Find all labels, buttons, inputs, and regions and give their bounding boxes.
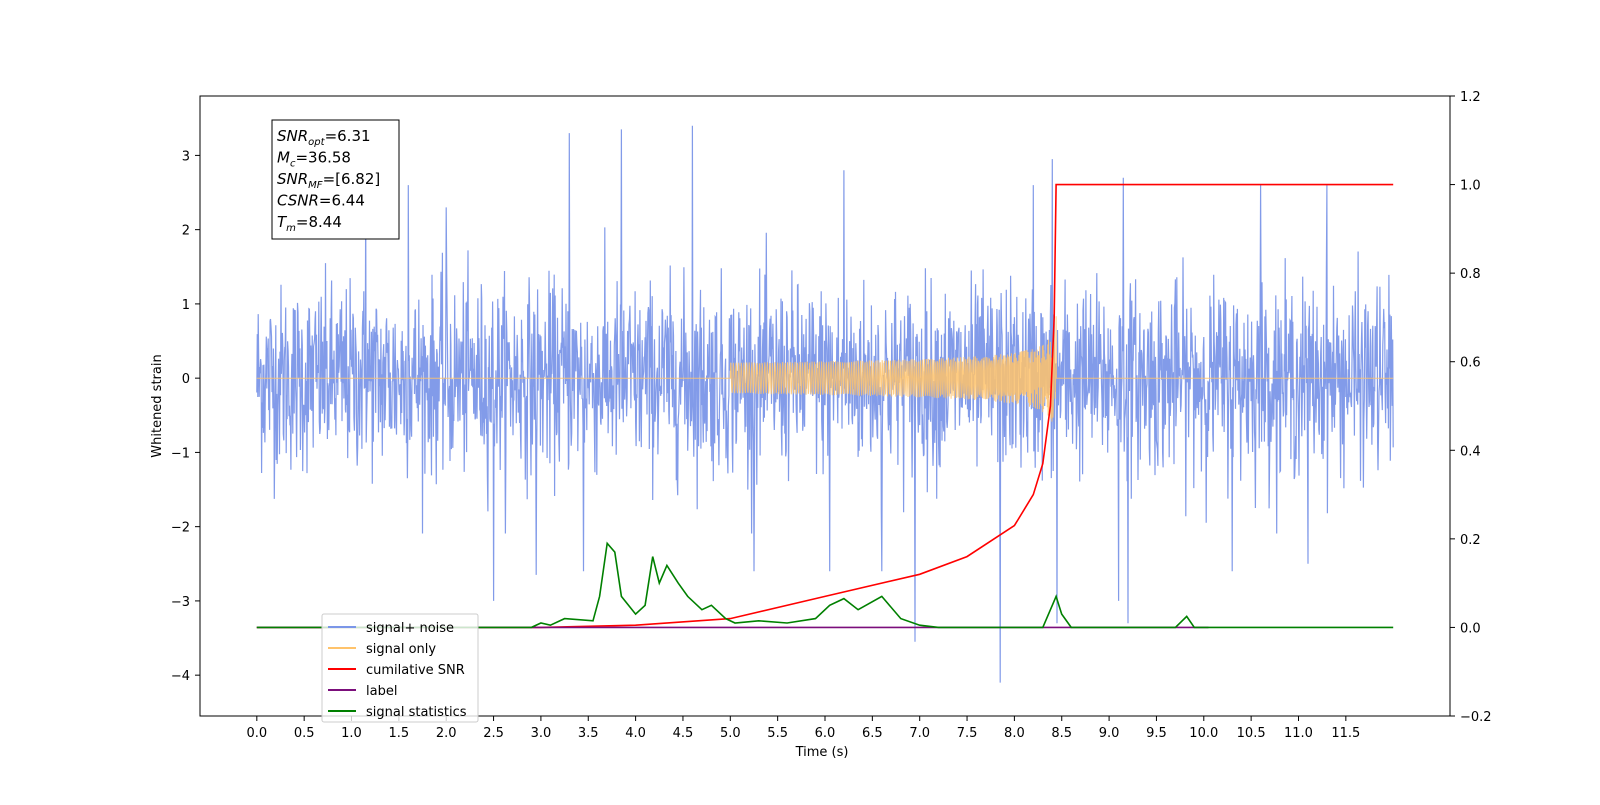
- y2-tick-label: 0.8: [1460, 267, 1481, 282]
- x-tick-label: 11.0: [1284, 726, 1313, 741]
- y-tick-label: 0: [182, 372, 190, 387]
- x-tick-label: 8.0: [1004, 726, 1025, 741]
- x-tick-label: 5.0: [720, 726, 741, 741]
- stats-box: SNRopt=6.31Mc=36.58SNRMF=[6.82]CSNR=6.44…: [271, 119, 400, 240]
- series-signal-statistics-line: [256, 541, 1394, 629]
- series-signal-noise-line: [256, 125, 1394, 683]
- y2-tick-label: 1.2: [1460, 90, 1481, 105]
- y2-tick-label: 0.6: [1460, 356, 1481, 371]
- legend: signal+ noise signal only cumilative SNR la…: [321, 613, 479, 723]
- y-tick-label: −1: [171, 446, 190, 461]
- x-tick-label: 4.0: [625, 726, 646, 741]
- x-tick-label: 8.5: [1051, 726, 1072, 741]
- y-axis-label: Whitened strain: [150, 354, 165, 457]
- y-axis-left: 3 2 1 0 −1 −2 −3 −4: [171, 149, 200, 684]
- stat-value: =6.31: [325, 127, 371, 145]
- x-tick-label: 2.5: [483, 726, 504, 741]
- x-tick-label: 10.0: [1189, 726, 1218, 741]
- legend-label: label: [366, 684, 397, 699]
- y-tick-label: −4: [171, 669, 190, 684]
- series-signal-only-line: [256, 316, 1394, 422]
- y2-tick-label: 1.0: [1460, 179, 1481, 194]
- y-tick-label: −3: [171, 595, 190, 610]
- legend-label: signal+ noise: [366, 621, 454, 636]
- x-axis: 0.0 0.5 1.0 1.5 2.0 2.5 3.0 3.5 4.0 4.5 5.0 5.5 6.0 6…: [246, 716, 1360, 741]
- x-tick-label: 6.5: [862, 726, 883, 741]
- stat-value: =[6.82]: [323, 170, 381, 188]
- y2-tick-label: 0.0: [1460, 621, 1481, 636]
- stat-subscript: c: [290, 159, 296, 170]
- x-tick-label: 1.5: [389, 726, 410, 741]
- legend-label: signal statistics: [366, 705, 467, 720]
- stat-value: =6.44: [319, 192, 365, 210]
- stat-symbol: SNR: [277, 170, 308, 188]
- x-tick-label: 4.5: [673, 726, 694, 741]
- series-layer: [256, 125, 1394, 683]
- x-tick-label: 3.5: [578, 726, 599, 741]
- stat-line: Tm=8.44: [277, 213, 342, 234]
- stat-symbol: SNR: [277, 127, 308, 145]
- x-tick-label: 7.5: [957, 726, 978, 741]
- y-tick-label: 1: [182, 298, 190, 313]
- legend-label: cumilative SNR: [366, 663, 465, 678]
- x-tick-label: 9.0: [1099, 726, 1120, 741]
- y2-tick-label: −0.2: [1460, 710, 1492, 725]
- x-tick-label: 6.0: [815, 726, 836, 741]
- stat-symbol: CSNR: [277, 192, 319, 210]
- y2-tick-label: 0.2: [1460, 533, 1481, 548]
- y-axis-right: 1.2 1.0 0.8 0.6 0.4 0.2 0.0 −0.2: [1450, 90, 1492, 725]
- y2-tick-label: 0.4: [1460, 444, 1481, 459]
- stat-symbol: M: [277, 149, 290, 167]
- stat-line: Mc=36.58: [277, 149, 351, 170]
- x-axis-label: Time (s): [795, 745, 849, 760]
- stat-line: SNRopt=6.31: [277, 127, 371, 148]
- y-tick-label: −2: [171, 521, 190, 536]
- y-tick-label: 3: [182, 149, 190, 164]
- x-tick-label: 1.0: [341, 726, 362, 741]
- x-tick-label: 9.5: [1146, 726, 1167, 741]
- x-tick-label: 0.5: [294, 726, 315, 741]
- stat-value: =36.58: [295, 149, 351, 167]
- stat-line: CSNR=6.44: [277, 192, 365, 210]
- x-tick-label: 10.5: [1237, 726, 1266, 741]
- legend-label: signal only: [366, 642, 436, 657]
- stat-line: SNRMF=[6.82]: [277, 170, 380, 191]
- stats-box-frame: [271, 119, 400, 240]
- series-cumulative-snr-line: [256, 183, 1394, 629]
- stat-subscript: MF: [308, 180, 323, 191]
- x-tick-label: 3.0: [531, 726, 552, 741]
- x-tick-label: 2.0: [436, 726, 457, 741]
- stat-value: =8.44: [296, 213, 342, 231]
- y-tick-label: 2: [182, 224, 190, 239]
- stat-subscript: opt: [308, 137, 325, 148]
- stat-symbol: T: [277, 213, 288, 231]
- x-tick-label: 11.5: [1331, 726, 1360, 741]
- stat-subscript: m: [286, 223, 296, 234]
- legend-frame: [321, 613, 479, 723]
- x-tick-label: 0.0: [246, 726, 267, 741]
- x-tick-label: 5.5: [767, 726, 788, 741]
- x-tick-label: 7.0: [909, 726, 930, 741]
